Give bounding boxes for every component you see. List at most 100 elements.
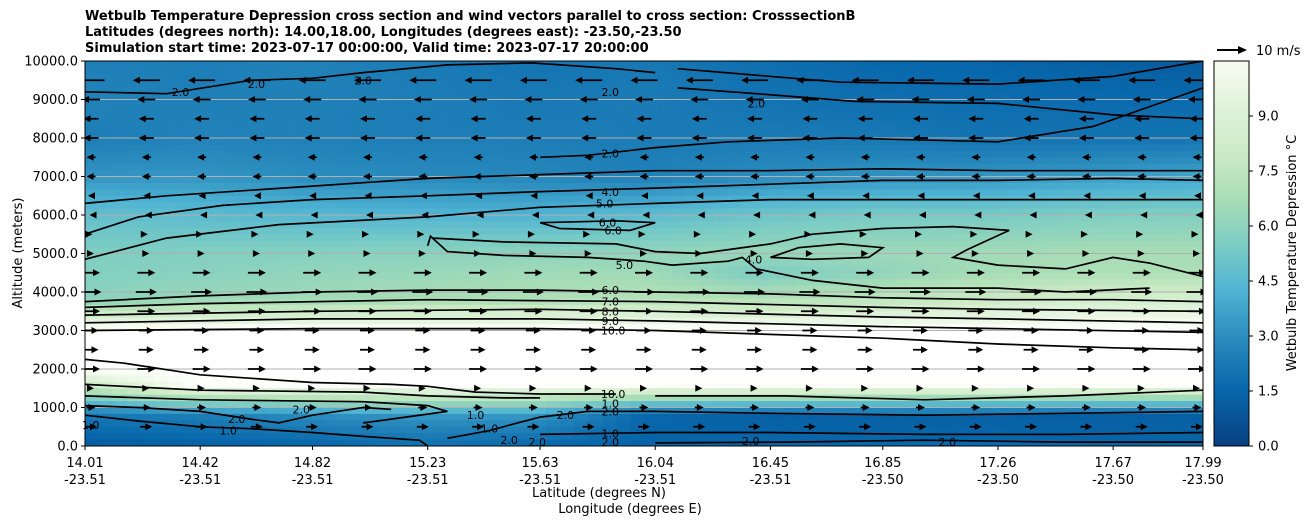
fill-cell <box>518 272 533 280</box>
fill-cell <box>560 131 575 139</box>
fill-cell <box>1091 125 1106 133</box>
fill-cell <box>909 227 925 235</box>
fill-cell <box>727 285 743 293</box>
fill-cell <box>154 375 170 383</box>
fill-cell <box>1021 67 1036 75</box>
fill-cell <box>755 182 771 190</box>
fill-cell <box>126 304 142 312</box>
fill-cell <box>588 439 603 446</box>
fill-cell <box>783 112 799 120</box>
fill-cell <box>616 247 631 255</box>
fill-cell <box>322 144 338 152</box>
fill-cell <box>644 311 659 319</box>
fill-cell <box>518 150 533 158</box>
fill-cell <box>1049 215 1064 223</box>
fill-cell <box>560 163 575 171</box>
contour-label: 8.0 <box>602 305 620 318</box>
fill-cell <box>951 426 967 434</box>
fill-cell <box>378 118 394 126</box>
fill-cell <box>783 298 799 306</box>
fill-cell <box>168 202 184 210</box>
fill-cell <box>1035 407 1050 415</box>
fill-cell <box>406 388 421 396</box>
fill-cell <box>490 118 505 126</box>
fill-cell <box>518 304 533 312</box>
fill-cell <box>602 61 617 69</box>
fill-cell <box>1049 208 1064 216</box>
fill-cell <box>168 138 184 146</box>
fill-cell <box>266 61 282 69</box>
fill-cell <box>112 439 128 446</box>
fill-cell <box>755 279 771 287</box>
fill-cell <box>867 118 883 126</box>
wind-vector-head <box>188 76 196 84</box>
fill-cell <box>154 413 170 421</box>
fill-cell <box>839 381 855 389</box>
fill-cell <box>266 234 282 242</box>
fill-cell <box>336 86 352 94</box>
fill-cell <box>755 336 771 344</box>
fill-cell <box>364 208 380 216</box>
fill-cell <box>630 105 645 113</box>
fill-cell <box>448 381 463 389</box>
fill-cell <box>1021 86 1036 94</box>
fill-cell <box>1063 73 1078 81</box>
fill-cell <box>727 202 743 210</box>
fill-cell <box>350 170 366 178</box>
wind-vector-head <box>1128 76 1136 84</box>
fill-cell <box>112 86 128 94</box>
fill-cell <box>1105 240 1120 248</box>
wind-vector-head <box>137 96 145 103</box>
fill-cell <box>713 170 729 178</box>
fill-cell <box>602 86 617 94</box>
fill-cell <box>85 330 100 338</box>
fill-cell <box>238 381 254 389</box>
fill-cell <box>126 381 142 389</box>
fill-cell <box>1007 125 1022 133</box>
fill-cell <box>224 298 240 306</box>
fill-cell <box>154 247 170 255</box>
fill-cell <box>378 388 394 396</box>
fill-cell <box>657 279 673 287</box>
fill-cell <box>1147 407 1162 415</box>
fill-cell <box>644 189 659 197</box>
fill-cell <box>364 67 380 75</box>
fill-cell <box>1189 349 1203 357</box>
fill-cell <box>951 407 967 415</box>
fill-cell <box>881 401 897 409</box>
fill-cell <box>951 439 967 446</box>
fill-cell <box>769 150 785 158</box>
fill-cell <box>308 138 324 146</box>
fill-cell <box>630 176 645 184</box>
fill-cell <box>1175 343 1190 351</box>
fill-cell <box>895 170 911 178</box>
fill-cell <box>602 138 617 146</box>
fill-cell <box>783 324 799 332</box>
fill-cell <box>685 388 701 396</box>
fill-cell <box>574 381 589 389</box>
fill-cell <box>602 189 617 197</box>
fill-cell <box>616 362 631 370</box>
fill-cell <box>867 426 883 434</box>
fill-cell <box>657 131 673 139</box>
fill-cell <box>490 375 505 383</box>
fill-cell <box>238 125 254 133</box>
fill-cell <box>1119 413 1134 421</box>
fill-cell <box>951 105 967 113</box>
fill-cell <box>797 67 813 75</box>
fill-cell <box>168 227 184 235</box>
fill-cell <box>378 426 394 434</box>
fill-cell <box>336 182 352 190</box>
fill-cell <box>140 99 156 107</box>
fill-cell <box>881 426 897 434</box>
fill-cell <box>434 324 449 332</box>
fill-cell <box>769 279 785 287</box>
fill-cell <box>238 272 254 280</box>
fill-cell <box>196 99 212 107</box>
fill-cell <box>196 375 212 383</box>
fill-cell <box>112 375 128 383</box>
fill-cell <box>406 394 421 402</box>
fill-cell <box>699 413 715 421</box>
fill-cell <box>98 401 114 409</box>
fill-cell <box>1077 144 1092 152</box>
